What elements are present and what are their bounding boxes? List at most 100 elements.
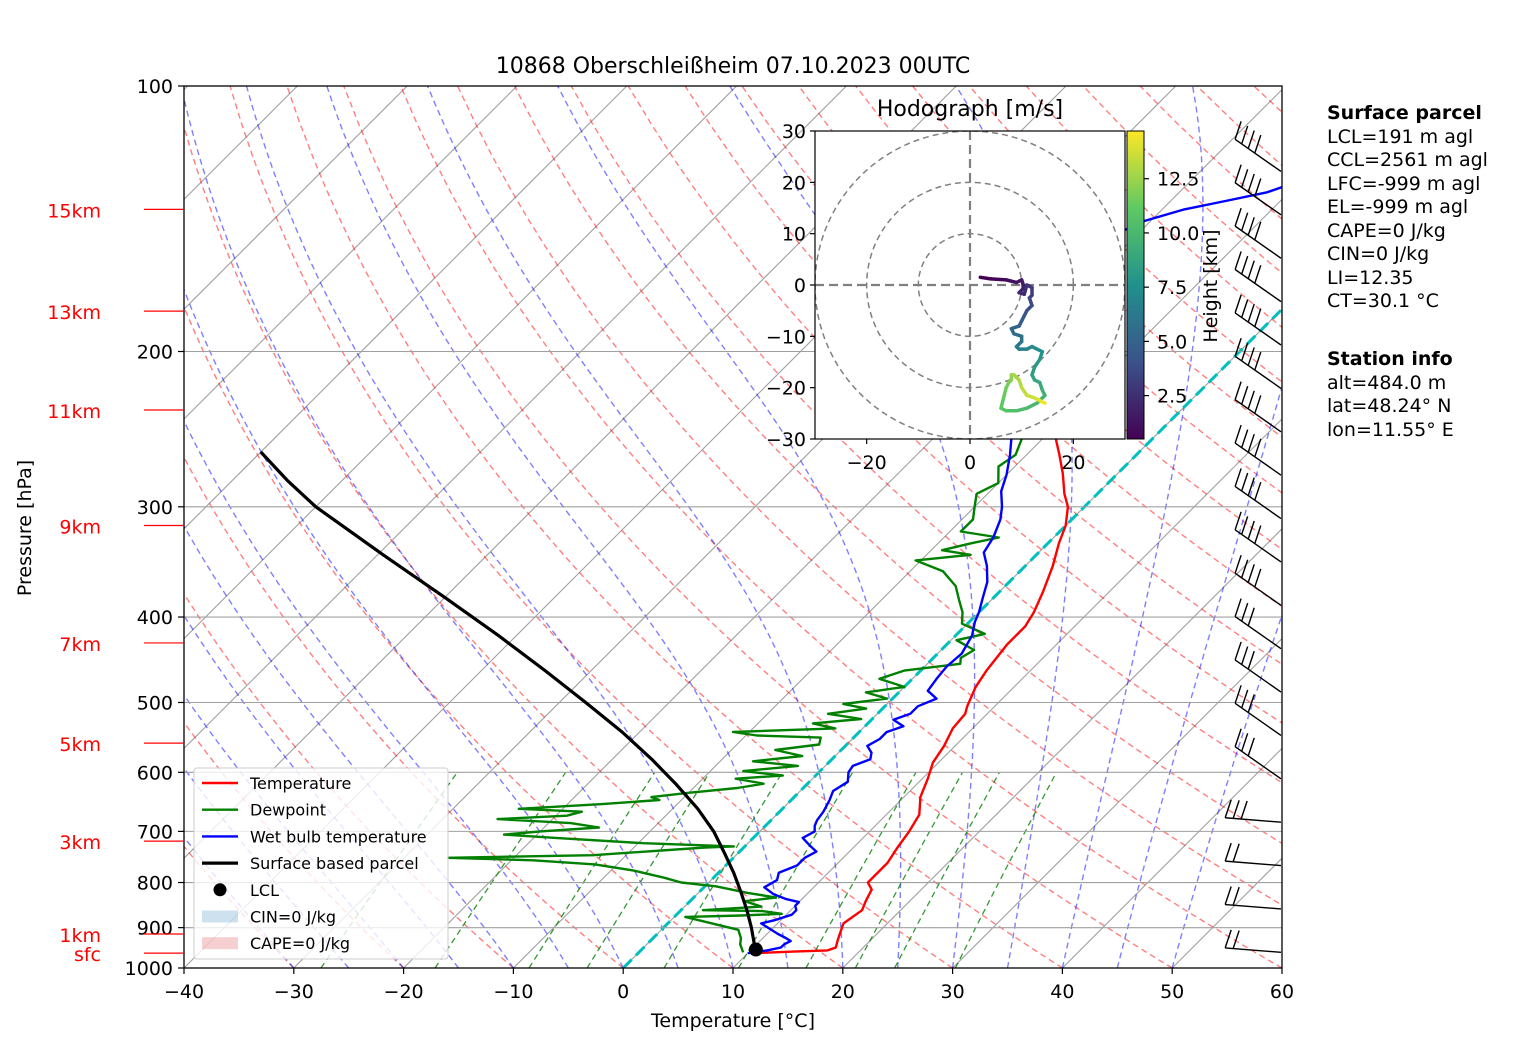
legend-label: CAPE=0 J/kg — [250, 934, 350, 953]
series-line — [259, 450, 757, 954]
wind-barb — [1234, 381, 1282, 433]
parcel-line: LFC=-999 m agl — [1327, 172, 1481, 195]
x-tick-label: −40 — [164, 981, 204, 1003]
y-tick-label: 900 — [137, 918, 173, 940]
lcl-marker — [748, 942, 763, 957]
legend-label: Dewpoint — [250, 801, 326, 820]
wind-barb — [1234, 598, 1282, 650]
height-marker-label: 3km — [59, 832, 101, 854]
colorbar-tick-label: 10.0 — [1157, 223, 1199, 245]
height-marker-label: 9km — [59, 517, 101, 539]
wind-barb — [1234, 164, 1282, 216]
legend-label: Temperature — [249, 774, 351, 793]
height-marker-label: 15km — [47, 200, 101, 222]
isotherm-line — [842, 528, 1282, 968]
hodograph-y-tick-label: −20 — [766, 378, 806, 400]
legend-label: LCL — [250, 881, 279, 900]
x-tick-label: 10 — [721, 981, 745, 1003]
moist-adiabat — [426, 86, 844, 968]
wind-barb — [1234, 641, 1282, 693]
wind-barb — [1234, 468, 1282, 520]
isotherm-line — [952, 637, 1282, 968]
moist-adiabat — [326, 86, 789, 968]
station-line: lat=48.24° N — [1327, 395, 1452, 417]
colorbar — [1126, 130, 1145, 440]
parcel-line: LCL=191 m agl — [1327, 125, 1474, 148]
wind-barb — [1234, 251, 1282, 303]
isotherm-line — [1062, 747, 1282, 968]
hodograph-segment — [1014, 406, 1029, 413]
station-line: lon=11.55° E — [1327, 418, 1454, 441]
wind-barb — [1224, 842, 1282, 867]
x-axis-ticks: −40 −30 −20 −10 0 10 20 30 40 50 60 — [164, 968, 1294, 1003]
isotherm-line — [732, 418, 1282, 968]
mixing-ratio-line — [663, 771, 783, 968]
hodograph-y-tick-label: 30 — [782, 121, 806, 143]
isotherm-line — [184, 86, 408, 310]
hodograph-x-tick-label: 20 — [1061, 452, 1085, 474]
moist-adiabat — [1061, 86, 1204, 968]
hodograph-y-tick-label: 0 — [794, 275, 806, 297]
station-info: Station info alt=484.0 m lat=48.24° N lo… — [1327, 348, 1454, 442]
hodograph-y-tick-label: −10 — [766, 326, 806, 348]
wind-barb — [1234, 338, 1282, 389]
y-tick-label: 300 — [137, 497, 173, 519]
hodograph-segment — [1004, 278, 1019, 285]
x-tick-label: 60 — [1270, 981, 1294, 1003]
dry-adiabat — [184, 455, 624, 968]
wind-barb — [1224, 929, 1282, 954]
wind-barb — [1234, 424, 1282, 476]
x-tick-label: 50 — [1160, 981, 1184, 1003]
hodograph-y-tick-label: 20 — [782, 172, 806, 194]
parcel-line: CCL=2561 m agl — [1327, 149, 1488, 171]
wind-barb — [1234, 685, 1282, 737]
dry-adiabat — [229, 86, 953, 968]
dry-adiabat — [456, 86, 1282, 906]
legend-label: Surface based parcel — [250, 854, 419, 873]
height-marker-label: 7km — [59, 634, 101, 656]
series-line — [753, 321, 1079, 955]
wind-barbs — [1224, 121, 1282, 954]
dry-adiabat — [513, 86, 1282, 845]
dry-adiabat — [184, 305, 734, 968]
wind-barb — [1234, 511, 1282, 563]
mixing-ratio-line — [738, 771, 854, 968]
colorbar-tick-label: 5.0 — [1157, 331, 1187, 353]
height-marker-label: 5km — [59, 734, 101, 756]
wind-barb — [1234, 294, 1282, 346]
dry-adiabat — [286, 86, 1063, 968]
mixing-ratio-line — [805, 771, 917, 968]
x-tick-label: 0 — [617, 981, 629, 1003]
y-tick-label: 100 — [137, 76, 173, 98]
mixing-ratio-line — [954, 771, 1057, 968]
height-marker-label: 1km — [59, 925, 101, 947]
moist-adiabat — [1116, 384, 1282, 968]
wind-barb — [1234, 728, 1282, 780]
moist-adiabat — [184, 419, 569, 968]
y-tick-label: 400 — [137, 607, 173, 629]
y-axis-label: Pressure [hPa] — [14, 460, 36, 596]
hodograph-segment — [1025, 401, 1039, 410]
hodograph-segment — [1040, 400, 1047, 405]
isotherm-line — [184, 86, 847, 750]
isotherm-line — [184, 86, 518, 420]
parcel-line: CT=30.1 °C — [1327, 290, 1439, 312]
moist-adiabat — [184, 287, 624, 968]
legend-swatch — [213, 883, 227, 897]
surface-parcel-info: Surface parcel LCL=191 m agl CCL=2561 m … — [1327, 102, 1488, 314]
hodograph-segment — [1001, 385, 1008, 400]
x-tick-label: 40 — [1050, 981, 1074, 1003]
dry-adiabat — [400, 86, 1282, 968]
parcel-line: CAPE=0 J/kg — [1327, 219, 1446, 242]
y-tick-label: 600 — [137, 762, 173, 784]
wind-barb — [1234, 554, 1282, 606]
moist-adiabat — [184, 95, 679, 968]
height-marker-label: 13km — [47, 302, 101, 324]
hodograph-segment — [988, 277, 1008, 282]
moist-adiabat — [184, 524, 514, 968]
legend-swatch — [202, 910, 238, 923]
x-tick-label: 30 — [941, 981, 965, 1003]
y-tick-label: 700 — [137, 821, 173, 843]
y-tick-label: 500 — [137, 692, 173, 714]
